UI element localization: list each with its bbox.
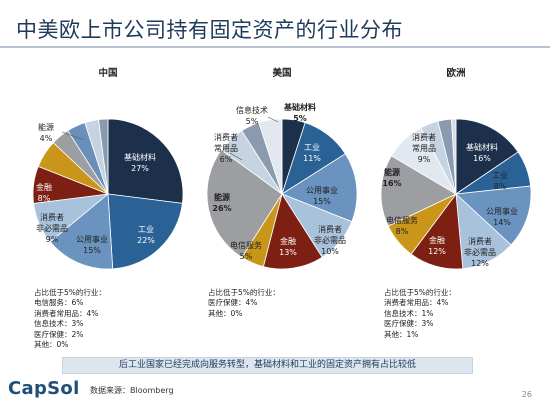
slice-label: 电信服务 5% xyxy=(230,240,262,261)
europe-note: 占比低于5%的行业： xyxy=(384,288,456,297)
us-notes: 占比低于5%的行业： 医疗保健：4% 其他：0% xyxy=(208,288,280,319)
slice-label: 工业 8% xyxy=(492,170,508,191)
pie-slice xyxy=(206,149,283,258)
us-pie-title: 美国 xyxy=(271,67,291,79)
pie-slice xyxy=(258,118,283,195)
us-note: 占比低于5%的行业： xyxy=(208,288,280,297)
label-leader-line xyxy=(229,152,243,161)
slice-label: 基础材料 5% xyxy=(283,102,316,123)
page-number: 26 xyxy=(521,390,532,399)
us-note: 其他：0% xyxy=(208,308,243,318)
pie-slice xyxy=(49,193,114,270)
pie-slice xyxy=(281,153,358,223)
data-source: 数据来源：Bloomberg xyxy=(90,386,174,395)
slice-label: 消费者非必需品 9% xyxy=(36,212,68,244)
capsol-logo: CapSol xyxy=(8,378,80,399)
pie-slice xyxy=(98,118,109,195)
europe-notes: 占比低于5%的行业： 消费者常用品：4% 信息技术：1% 医疗保健：3% 其他：… xyxy=(384,288,456,340)
pie-slice xyxy=(380,155,457,227)
pie-slice xyxy=(262,193,323,270)
page-title: 中美欧上市公司持有固定资产的行业分布 xyxy=(16,18,403,42)
slice-label: 公用事业 15% xyxy=(76,234,108,255)
slice-label: 公用事业 15% xyxy=(306,185,338,206)
slice-label: 公用事业 14% xyxy=(486,206,518,227)
china-notes: 占比低于5%的行业： 电信服务：6% 消费者常用品：4% 信息技术：3% 医疗保… xyxy=(34,288,106,350)
china-note: 占比低于5%的行业： xyxy=(34,288,106,297)
slice-label: 金融 12% xyxy=(428,235,446,256)
label-leader-line xyxy=(61,131,85,141)
europe-note: 信息技术：1% xyxy=(384,308,434,318)
china-note: 电信服务：6% xyxy=(34,298,84,308)
china-note: 其他：0% xyxy=(34,340,69,350)
europe-note: 医疗保健：3% xyxy=(384,319,434,329)
slice-label: 电信服务 8% xyxy=(386,215,418,236)
label-leader-line xyxy=(267,116,279,123)
pie-slice xyxy=(455,118,519,195)
title-divider xyxy=(0,46,550,48)
pie-slice xyxy=(455,185,532,246)
slice-label: 消费者非必需品 12% xyxy=(464,236,496,268)
pie-slice xyxy=(451,118,457,195)
slice-label: 消费者非必需品 10% xyxy=(314,224,346,256)
europe-pie-title: 欧洲 xyxy=(446,67,465,79)
pie-slice xyxy=(107,118,184,204)
slice-label: 能源 26% xyxy=(212,192,231,213)
china-note: 信息技术：3% xyxy=(34,319,84,329)
slice-label: 工业 11% xyxy=(303,142,321,163)
slice-label: 消费者常用品 6% xyxy=(214,132,238,164)
slice-label: 信息技术 5% xyxy=(236,105,268,126)
slice-label: 消费者常用品 9% xyxy=(412,132,436,164)
slice-label: 金融 13% xyxy=(279,236,297,257)
china-note: 消费者常用品：4% xyxy=(34,308,99,318)
slice-label: 能源 4% xyxy=(38,122,54,143)
conclusion-banner: 后工业国家已经完成向服务转型，基础材料和工业的固定资产拥有占比较低 xyxy=(62,357,473,374)
slice-label: 金融 8% xyxy=(36,182,52,203)
slice-label: 基础材料 16% xyxy=(466,142,498,163)
china-pie-title: 中国 xyxy=(98,67,117,79)
pie-slice xyxy=(107,193,183,270)
europe-note: 其他：1% xyxy=(384,329,419,339)
slice-label: 能源 16% xyxy=(382,167,401,188)
europe-note: 消费者常用品：4% xyxy=(384,298,449,308)
us-note: 医疗保健：4% xyxy=(208,298,258,308)
china-note: 医疗保健：2% xyxy=(34,329,84,339)
slice-label: 工业 22% xyxy=(137,224,155,245)
slice-label: 基础材料 27% xyxy=(124,152,156,173)
